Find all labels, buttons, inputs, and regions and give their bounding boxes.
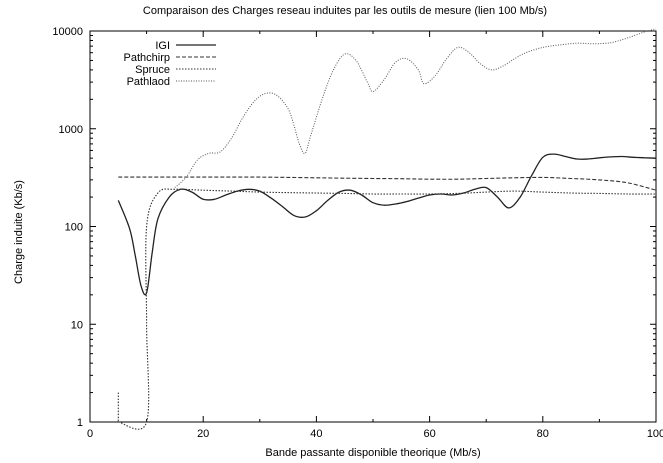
y-tick-label: 1000 xyxy=(59,124,83,136)
series-line-segment xyxy=(117,153,657,296)
legend-label: Pathlaod xyxy=(127,76,170,88)
series-pathlaod-line xyxy=(174,28,657,188)
y-tick-label: 10000 xyxy=(52,26,83,38)
y-tick-label: 100 xyxy=(65,222,83,234)
axis-ticks: 0 20 40 60 80 100 1 10 100 1000 10000 xyxy=(52,26,663,440)
series-line-segment xyxy=(118,176,657,191)
series-pathchirp-line xyxy=(118,176,657,191)
x-tick-label: 80 xyxy=(537,428,549,440)
series-line-segment xyxy=(174,28,657,188)
x-tick-label: 60 xyxy=(423,428,435,440)
series-line-segment xyxy=(118,188,657,430)
series-layer xyxy=(117,28,657,430)
y-tick-label: 10 xyxy=(71,319,83,331)
legend-label: IGI xyxy=(155,40,170,52)
legend-label: Pathchirp xyxy=(124,52,170,64)
series-igi-line xyxy=(117,153,657,296)
x-tick-label: 40 xyxy=(310,428,322,440)
x-tick-label: 20 xyxy=(197,428,209,440)
chart-title: Comparaison des Charges reseau induites … xyxy=(143,5,547,17)
y-axis-label: Charge induite (Kb/s) xyxy=(13,180,25,284)
y-tick-label: 1 xyxy=(77,417,83,429)
x-tick-label: 0 xyxy=(87,428,93,440)
plot-area-frame xyxy=(89,30,657,423)
series-spruce-line xyxy=(117,188,657,430)
x-tick-label: 100 xyxy=(647,428,663,440)
legend-label: Spruce xyxy=(135,64,170,76)
x-axis-label: Bande passante disponible theorique (Mb/… xyxy=(265,447,480,459)
